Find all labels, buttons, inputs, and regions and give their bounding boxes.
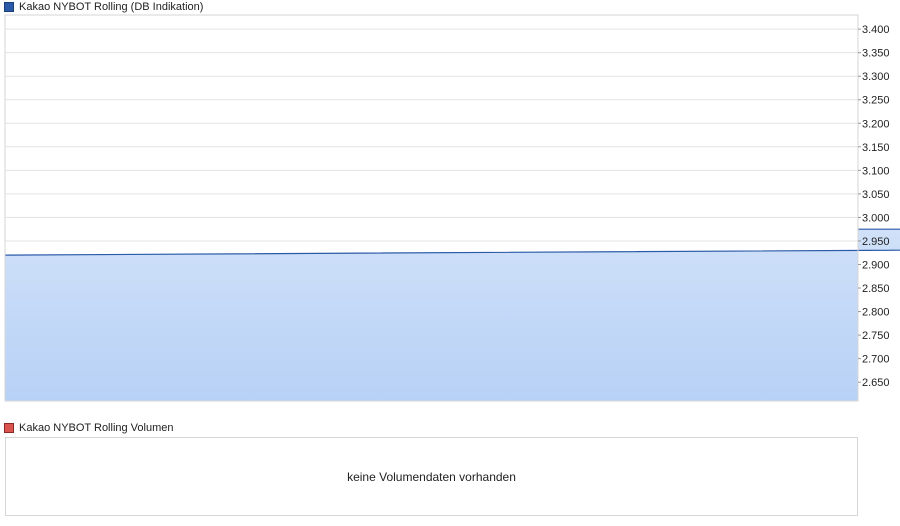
y-axis: 2.650 2.700 2.750 2.800 2.850 2.900 2.950 3.000… [858, 24, 890, 389]
y-tick-label: 3.050 [862, 189, 890, 201]
y-tick-label: 3.150 [862, 142, 890, 154]
y-tick-label: 2.750 [862, 330, 890, 342]
volume-legend-label: Kakao NYBOT Rolling Volumen [19, 422, 174, 434]
price-legend: Kakao NYBOT Rolling (DB Indikation) [4, 0, 203, 14]
price-legend-swatch [4, 2, 14, 12]
y-tick-label: 3.300 [862, 71, 890, 83]
y-tick-label: 3.350 [862, 48, 890, 60]
y-tick-label: 2.700 [862, 354, 890, 366]
plot-frame [4, 14, 859, 402]
y-tick-label: 3.000 [862, 212, 890, 224]
volume-legend-swatch [4, 423, 14, 433]
y-tick-label: 3.200 [862, 118, 890, 130]
price-legend-label: Kakao NYBOT Rolling (DB Indikation) [19, 1, 204, 13]
y-tick-label: 3.100 [862, 165, 890, 177]
price-chart: 2.650 2.700 2.750 2.800 2.850 2.900 2.950 3.000… [4, 14, 900, 402]
y-tick-label: 2.650 [862, 377, 890, 389]
volume-panel: keine Volumendaten vorhanden [5, 437, 858, 516]
volume-empty-message: keine Volumendaten vorhanden [347, 470, 516, 484]
y-tick-label: 3.250 [862, 95, 890, 107]
y-tick-label: 2.800 [862, 307, 890, 319]
y-tick-label: 2.900 [862, 259, 890, 271]
y-tick-label: 2.850 [862, 283, 890, 295]
y-tick-label: 2.950 [862, 236, 890, 248]
volume-legend: Kakao NYBOT Rolling Volumen [4, 421, 174, 435]
price-area [5, 229, 900, 401]
y-tick-label: 3.400 [862, 24, 890, 36]
